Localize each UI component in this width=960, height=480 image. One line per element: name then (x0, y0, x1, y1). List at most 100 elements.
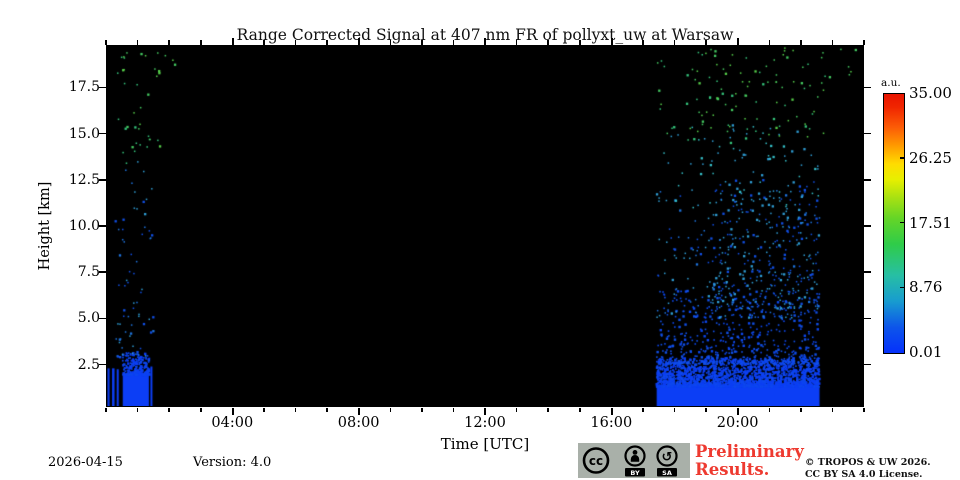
x-top-tick (831, 40, 834, 45)
y-tick-label: 17.5 (68, 79, 100, 96)
x-minor-tick (831, 408, 834, 412)
x-axis-label: Time [UTC] (440, 435, 530, 453)
x-minor-tick (800, 408, 802, 412)
x-top-tick (452, 40, 455, 45)
x-minor-tick (452, 408, 455, 412)
x-top-tick (768, 40, 770, 45)
colorbar-unit-label: a.u. (881, 77, 901, 89)
x-top-tick (547, 40, 549, 45)
footer-version: Version: 4.0 (193, 455, 272, 470)
x-minor-tick (326, 408, 328, 412)
y-right-tick (864, 179, 871, 181)
footer-date: 2026-04-15 (48, 455, 123, 470)
x-minor-tick (736, 408, 739, 415)
x-top-tick (389, 40, 391, 45)
x-top-tick (579, 40, 581, 45)
colorbar-tick (900, 221, 905, 224)
x-tick-label: 04:00 (211, 415, 254, 431)
x-top-tick (200, 40, 202, 45)
y-left-tick (99, 271, 106, 273)
y-left-tick (99, 86, 106, 89)
x-top-tick (294, 40, 297, 45)
y-tick-label: 7.5 (77, 264, 100, 281)
y-right-tick (864, 317, 871, 320)
y-tick-label: 12.5 (68, 171, 100, 188)
colorbar-tick-label: 8.76 (909, 278, 943, 297)
y-left-tick (99, 363, 106, 366)
x-tick-label: 16:00 (590, 415, 633, 431)
colorbar-tick (900, 157, 905, 159)
cc-license-badge: cc BY ↺ SA (578, 443, 690, 478)
y-tick-label: 5.0 (77, 310, 100, 327)
heatmap-canvas (107, 46, 863, 406)
y-left-tick (99, 132, 106, 135)
svg-text:↺: ↺ (662, 450, 673, 465)
x-minor-tick (294, 408, 297, 412)
x-top-tick (610, 38, 613, 45)
x-top-tick (421, 40, 423, 45)
colorbar (883, 93, 905, 354)
x-minor-tick (136, 408, 139, 412)
x-top-tick (863, 40, 865, 45)
x-minor-tick (673, 408, 676, 412)
y-axis-label: Height [km] (37, 181, 53, 271)
y-right-tick (864, 132, 871, 135)
copyright-note: © TROPOS & UW 2026. CC BY SA 4.0 License… (805, 457, 931, 480)
x-tick-label: 12:00 (464, 415, 506, 431)
x-minor-tick (484, 408, 487, 415)
y-left-tick (99, 225, 106, 227)
x-top-tick (800, 40, 802, 45)
copyright-line1: © TROPOS & UW 2026. (805, 457, 931, 468)
x-top-tick (263, 40, 265, 45)
y-tick-label: 10.0 (68, 218, 100, 234)
heatmap-plot-area (106, 45, 864, 407)
y-tick-label: 15.0 (68, 125, 100, 142)
x-top-tick (326, 40, 328, 45)
x-top-tick (484, 38, 487, 45)
x-minor-tick (263, 408, 265, 412)
x-top-tick (673, 40, 676, 45)
y-left-tick (99, 317, 106, 320)
colorbar-tick-label: 26.25 (909, 148, 952, 167)
preliminary-results-note: Preliminary Results. (695, 443, 804, 478)
svg-text:BY: BY (630, 469, 640, 477)
x-minor-tick (105, 408, 107, 412)
colorbar-tick-label: 17.51 (909, 213, 952, 232)
y-right-tick (864, 271, 871, 273)
x-top-tick (705, 40, 707, 45)
cc-icon: cc (582, 447, 610, 474)
x-top-tick (357, 38, 360, 45)
y-right-tick (864, 363, 871, 366)
svg-text:cc: cc (589, 454, 603, 468)
x-top-tick (736, 38, 739, 45)
x-minor-tick (357, 408, 360, 415)
preliminary-line2: Results. (695, 459, 770, 479)
x-top-tick (515, 40, 518, 45)
y-right-tick (864, 225, 871, 227)
x-minor-tick (515, 408, 518, 412)
plot-title: Range Corrected Signal at 407 nm FR of p… (236, 26, 734, 44)
y-right-tick (864, 86, 871, 89)
x-minor-tick (421, 408, 423, 412)
x-minor-tick (389, 408, 391, 412)
x-top-tick (136, 40, 139, 45)
x-minor-tick (768, 408, 770, 412)
svg-text:SA: SA (662, 469, 672, 477)
x-top-tick (168, 40, 170, 45)
x-minor-tick (863, 408, 865, 412)
x-minor-tick (579, 408, 581, 412)
x-top-tick (231, 38, 234, 45)
x-minor-tick (168, 408, 170, 412)
x-minor-tick (547, 408, 549, 412)
y-tick-label: 2.5 (77, 356, 100, 373)
y-left-tick (99, 179, 106, 181)
colorbar-tick-label: 35.00 (909, 84, 952, 102)
colorbar-tick-label: 0.01 (909, 343, 943, 361)
x-minor-tick (231, 408, 234, 415)
sa-icon: ↺ SA (656, 445, 678, 477)
x-tick-label: 08:00 (337, 415, 380, 431)
x-minor-tick (610, 408, 613, 415)
by-person-icon: BY (624, 445, 646, 477)
x-top-tick (105, 40, 107, 45)
